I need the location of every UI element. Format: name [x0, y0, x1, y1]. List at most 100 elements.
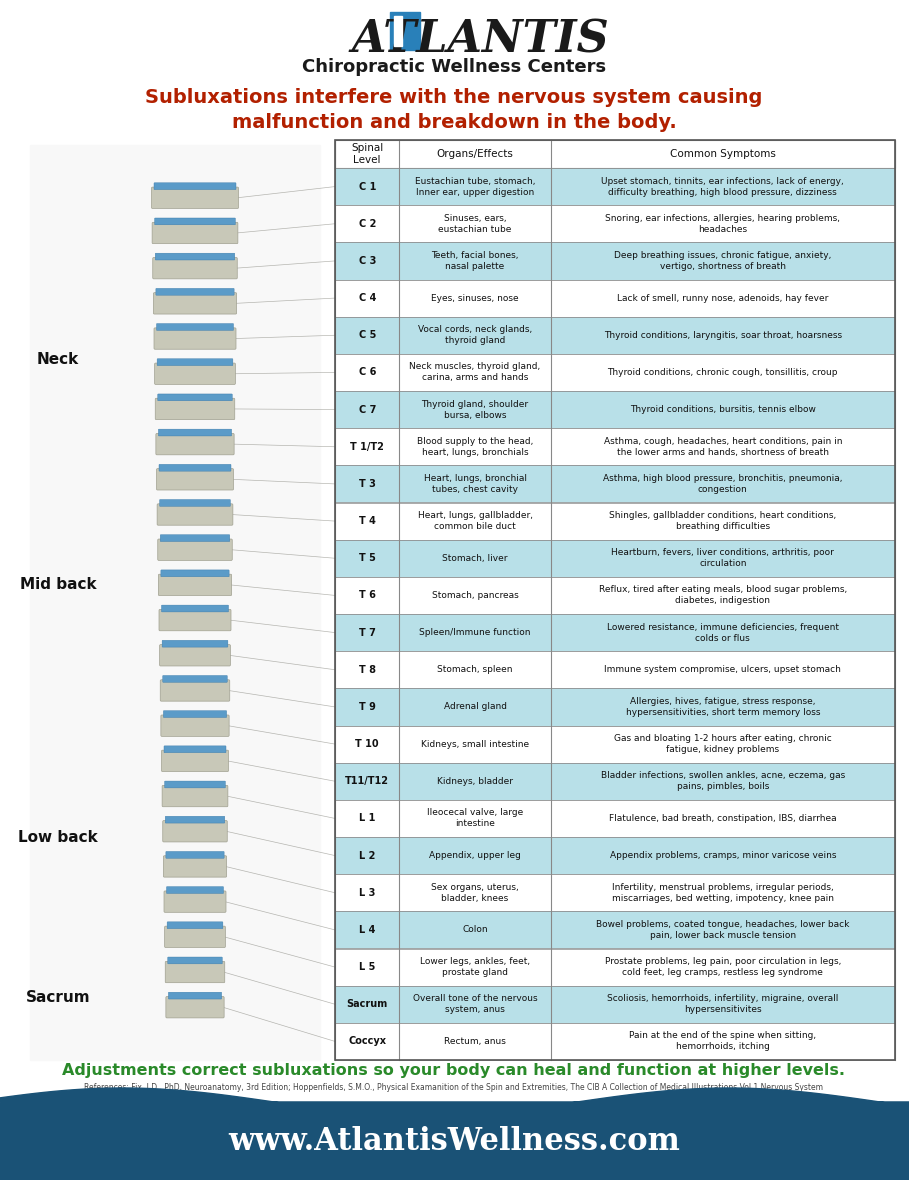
FancyBboxPatch shape — [155, 399, 235, 420]
FancyBboxPatch shape — [165, 997, 225, 1018]
Bar — [335, 205, 895, 242]
Bar — [335, 837, 895, 874]
Bar — [335, 316, 895, 354]
FancyBboxPatch shape — [162, 641, 228, 647]
Text: Common Symptoms: Common Symptoms — [670, 149, 775, 159]
FancyBboxPatch shape — [162, 786, 228, 807]
Text: Deep breathing issues, chronic fatigue, anxiety,
vertigo, shortness of breath: Deep breathing issues, chronic fatigue, … — [614, 251, 832, 271]
Bar — [335, 577, 895, 614]
Text: Coccyx: Coccyx — [348, 1036, 386, 1047]
Text: Stomach, spleen: Stomach, spleen — [437, 666, 513, 674]
Text: Blood supply to the head,
heart, lungs, bronchials: Blood supply to the head, heart, lungs, … — [417, 437, 534, 457]
Text: Heart, lungs, bronchial
tubes, chest cavity: Heart, lungs, bronchial tubes, chest cav… — [424, 474, 526, 494]
Text: L 3: L 3 — [359, 887, 375, 898]
Text: T 1/T2: T 1/T2 — [350, 441, 385, 452]
Text: Adjustments correct subluxations so your body can heal and function at higher le: Adjustments correct subluxations so your… — [63, 1062, 845, 1077]
FancyBboxPatch shape — [168, 992, 222, 999]
FancyBboxPatch shape — [167, 922, 223, 929]
Text: Asthma, cough, headaches, heart conditions, pain in
the lower arms and hands, sh: Asthma, cough, headaches, heart conditio… — [604, 437, 842, 457]
Text: Upset stomach, tinnits, ear infections, lack of energy,
difficulty breathing, hi: Upset stomach, tinnits, ear infections, … — [602, 177, 844, 197]
Text: L 2: L 2 — [359, 851, 375, 860]
FancyBboxPatch shape — [154, 293, 236, 314]
Text: Stomach, liver: Stomach, liver — [443, 553, 508, 563]
Text: T 5: T 5 — [359, 553, 375, 563]
Text: Organs/Effects: Organs/Effects — [436, 149, 514, 159]
FancyBboxPatch shape — [166, 886, 224, 893]
FancyBboxPatch shape — [156, 468, 234, 490]
FancyBboxPatch shape — [164, 891, 226, 912]
Bar — [335, 1023, 895, 1060]
Bar — [390, 12, 420, 50]
FancyBboxPatch shape — [165, 852, 225, 858]
Bar — [335, 911, 895, 949]
Text: Subluxations interfere with the nervous system causing
malfunction and breakdown: Subluxations interfere with the nervous … — [145, 88, 763, 132]
Text: Shingles, gallbladder conditions, heart conditions,
breathing difficulties: Shingles, gallbladder conditions, heart … — [609, 511, 836, 531]
Text: Kidneys, bladder: Kidneys, bladder — [437, 776, 513, 786]
Text: C 1: C 1 — [358, 182, 376, 191]
FancyBboxPatch shape — [160, 644, 230, 666]
Bar — [335, 280, 895, 316]
Text: Spinal
Level: Spinal Level — [351, 143, 384, 165]
Text: Thyroid conditions, chronic cough, tonsillitis, croup: Thyroid conditions, chronic cough, tonsi… — [607, 368, 838, 376]
Bar — [335, 354, 895, 391]
Text: L 4: L 4 — [359, 925, 375, 935]
Bar — [335, 140, 895, 1060]
Text: Kidneys, small intestine: Kidneys, small intestine — [421, 740, 529, 748]
Bar — [335, 503, 895, 539]
FancyBboxPatch shape — [158, 394, 233, 401]
Bar — [335, 465, 895, 503]
Text: Sex organs, uterus,
bladder, knees: Sex organs, uterus, bladder, knees — [431, 883, 519, 903]
FancyBboxPatch shape — [159, 609, 231, 631]
Bar — [394, 17, 402, 46]
FancyBboxPatch shape — [154, 328, 236, 349]
Text: Thyroid gland, shoulder
bursa, elbows: Thyroid gland, shoulder bursa, elbows — [422, 400, 528, 420]
Text: Appendix, upper leg: Appendix, upper leg — [429, 851, 521, 860]
FancyBboxPatch shape — [162, 750, 228, 772]
Text: Eyes, sinuses, nose: Eyes, sinuses, nose — [431, 294, 519, 302]
Text: References: Fix, J.D., PhD, Neuroanatomy, 3rd Edition; Hoppenfields, S.M.O., Phy: References: Fix, J.D., PhD, Neuroanatomy… — [85, 1082, 824, 1092]
Text: Scoliosis, hemorrhoids, infertility, migraine, overall
hypersensitivites: Scoliosis, hemorrhoids, infertility, mig… — [607, 995, 838, 1015]
FancyBboxPatch shape — [153, 257, 237, 278]
Text: T 6: T 6 — [359, 590, 375, 601]
FancyBboxPatch shape — [159, 465, 231, 471]
FancyBboxPatch shape — [157, 504, 233, 525]
Text: C 5: C 5 — [358, 330, 376, 340]
Text: Low back: Low back — [18, 831, 98, 845]
Text: Overall tone of the nervous
system, anus: Overall tone of the nervous system, anus — [413, 995, 537, 1015]
Bar — [335, 651, 895, 688]
Text: T 10: T 10 — [355, 739, 379, 749]
Text: T 9: T 9 — [359, 702, 375, 712]
Text: C 7: C 7 — [358, 405, 376, 414]
Text: T 3: T 3 — [359, 479, 375, 489]
Bar — [335, 168, 895, 205]
Text: Appendix problems, cramps, minor varicose veins: Appendix problems, cramps, minor varicos… — [610, 851, 836, 860]
FancyBboxPatch shape — [165, 781, 225, 788]
Bar — [335, 428, 895, 465]
FancyBboxPatch shape — [165, 817, 225, 824]
Text: L 5: L 5 — [359, 962, 375, 972]
Text: C 3: C 3 — [358, 256, 376, 266]
FancyBboxPatch shape — [152, 222, 238, 243]
Text: Heartburn, fevers, liver conditions, arthritis, poor
circulation: Heartburn, fevers, liver conditions, art… — [612, 549, 834, 569]
FancyBboxPatch shape — [161, 715, 229, 736]
Bar — [335, 614, 895, 651]
FancyBboxPatch shape — [162, 605, 228, 612]
Text: www.AtlantisWellness.com: www.AtlantisWellness.com — [228, 1127, 680, 1158]
Bar — [335, 688, 895, 726]
Text: Lowered resistance, immune deficiencies, frequent
colds or flus: Lowered resistance, immune deficiencies,… — [607, 623, 839, 643]
Text: Eustachian tube, stomach,
Inner ear, upper digestion: Eustachian tube, stomach, Inner ear, upp… — [415, 177, 535, 197]
Text: Bladder infections, swollen ankles, acne, eczema, gas
pains, pimbles, boils: Bladder infections, swollen ankles, acne… — [601, 772, 845, 792]
Text: Chiropractic Wellness Centers: Chiropractic Wellness Centers — [302, 58, 606, 76]
Text: Ileocecal valve, large
intestine: Ileocecal valve, large intestine — [427, 808, 523, 828]
Text: T 7: T 7 — [359, 628, 375, 637]
Bar — [0, 1102, 909, 1180]
FancyBboxPatch shape — [164, 710, 226, 717]
Text: Allergies, hives, fatigue, stress response,
hypersensitivities, short term memor: Allergies, hives, fatigue, stress respon… — [625, 697, 820, 717]
Text: Stomach, pancreas: Stomach, pancreas — [432, 591, 518, 599]
FancyBboxPatch shape — [158, 430, 232, 435]
FancyBboxPatch shape — [163, 675, 227, 682]
FancyBboxPatch shape — [163, 820, 227, 841]
Text: Lack of smell, runny nose, adenoids, hay fever: Lack of smell, runny nose, adenoids, hay… — [617, 294, 828, 302]
Text: Spleen/Immune function: Spleen/Immune function — [419, 628, 531, 637]
Text: C 6: C 6 — [358, 367, 376, 378]
